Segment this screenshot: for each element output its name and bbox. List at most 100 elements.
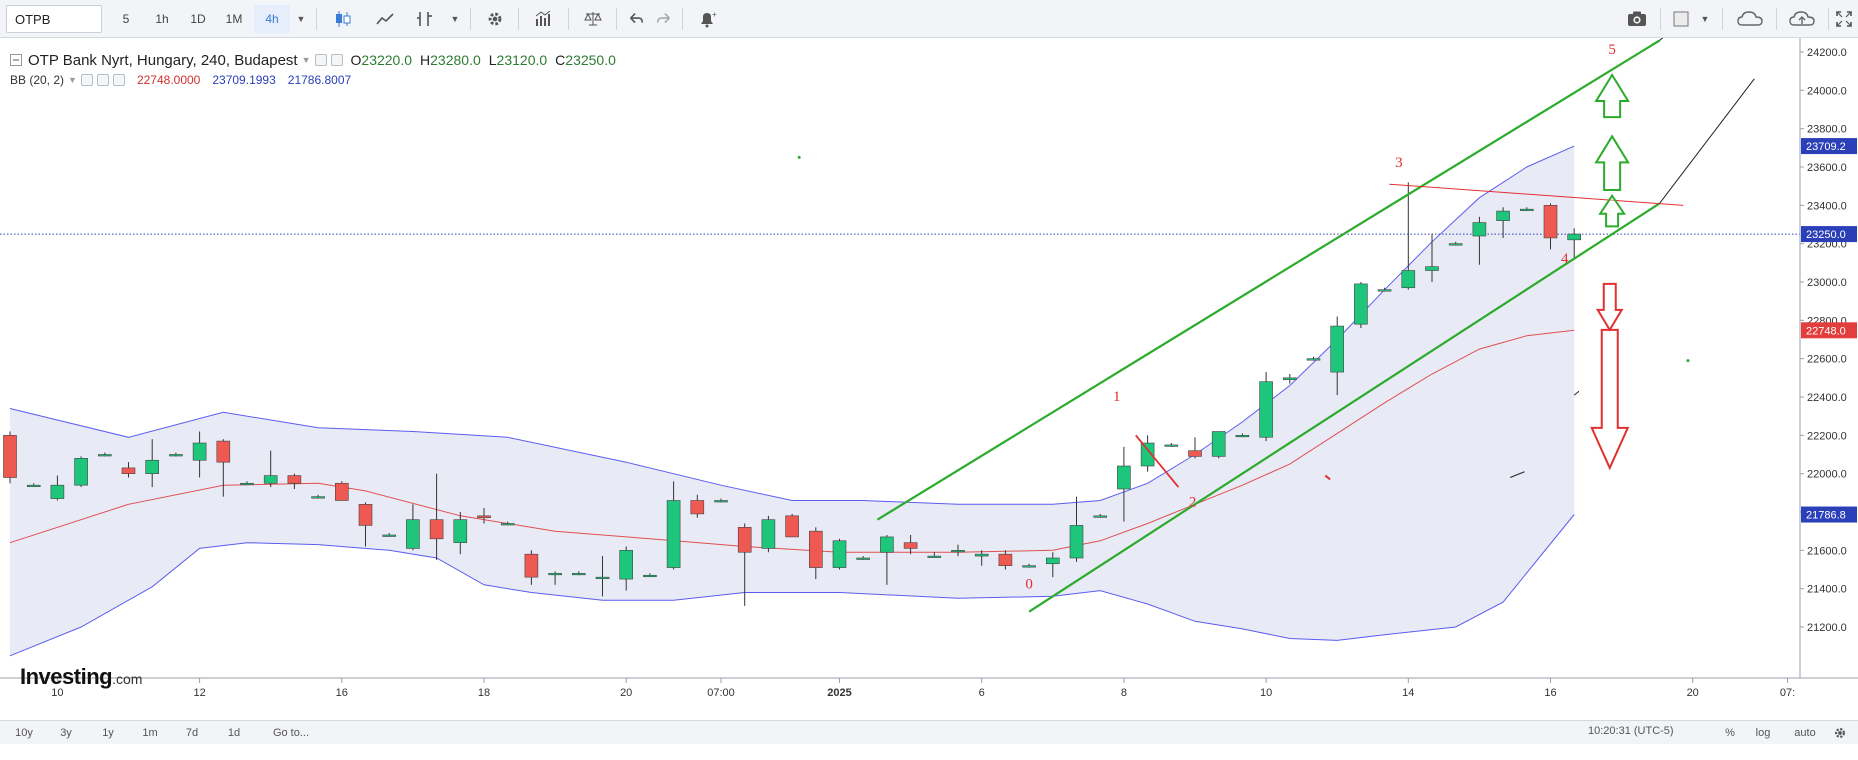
candles-style-icon[interactable] [326,5,360,33]
candle[interactable] [1235,433,1250,438]
candle[interactable] [808,527,823,580]
bollinger-chevron-icon[interactable]: ▼ [68,75,77,85]
candle[interactable] [500,521,515,526]
candle[interactable] [1377,287,1392,292]
candle[interactable] [1093,513,1107,518]
candle[interactable] [1283,374,1297,384]
interval-1d-button[interactable]: 1D [190,12,206,26]
candle[interactable] [1472,216,1487,265]
candle[interactable] [1543,203,1558,250]
candle[interactable] [1211,431,1226,459]
candle[interactable] [240,481,254,486]
candle[interactable] [880,535,894,585]
candle[interactable] [477,508,491,524]
candle[interactable] [74,456,88,488]
candle[interactable] [1046,552,1060,578]
legend-visibility-icon[interactable] [314,54,327,66]
bollinger-visibility-icon[interactable] [80,74,93,86]
candle[interactable] [1354,282,1368,328]
candle[interactable] [785,513,799,538]
interval-1m-button[interactable]: 1M [225,12,243,26]
candle[interactable] [1401,182,1416,290]
candle[interactable] [737,523,752,606]
alert-bell-icon[interactable]: + [690,5,724,33]
candle[interactable] [690,494,705,518]
candle[interactable] [169,452,183,457]
candle[interactable] [1022,563,1036,568]
candle[interactable] [1448,241,1463,246]
candle[interactable] [1164,443,1179,447]
candle[interactable] [524,550,539,585]
candle[interactable] [927,552,942,558]
candle[interactable] [548,571,562,585]
range-10y-button[interactable]: 10y [15,727,33,739]
layout-chevron-icon[interactable]: ▼ [1700,14,1710,24]
candle[interactable] [98,452,112,457]
candle[interactable] [145,439,159,488]
candle[interactable] [903,535,918,555]
chart-type-chevron-icon[interactable]: ▼ [450,14,460,24]
candle[interactable] [287,473,302,489]
candle[interactable] [382,533,397,537]
layout-square-icon[interactable] [1666,5,1696,33]
candle[interactable] [951,544,965,557]
candle[interactable] [856,556,871,560]
candle[interactable] [1259,372,1273,442]
legend-settings-icon[interactable] [330,54,343,66]
candle[interactable] [619,546,634,591]
candle[interactable] [121,462,136,478]
candle[interactable] [974,550,989,566]
log-scale-toggle[interactable]: log [1755,727,1771,739]
percent-scale-toggle[interactable]: % [1725,727,1735,739]
candle[interactable] [761,515,776,553]
candle[interactable] [311,494,325,499]
candle[interactable] [832,538,847,570]
candle[interactable] [216,439,231,497]
candle[interactable] [1567,228,1581,259]
candle[interactable] [453,512,468,555]
symbol-search-input[interactable]: OTPB [6,5,102,33]
range-1d-button[interactable]: 1d [227,727,241,739]
interval-5-button[interactable]: 5 [122,12,130,26]
bollinger-remove-icon[interactable] [112,74,125,86]
candle[interactable] [1188,437,1202,459]
candle[interactable] [666,481,681,570]
candle[interactable] [571,571,586,576]
range-7d-button[interactable]: 7d [185,727,199,739]
camera-snapshot-icon[interactable] [1620,5,1654,33]
goto-date-button[interactable]: Go to... [272,727,310,739]
candle[interactable] [429,473,444,560]
range-1m-button[interactable]: 1m [142,727,158,739]
candle[interactable] [334,481,349,501]
candle[interactable] [358,502,373,547]
interval-dropdown-chevron-icon[interactable]: ▼ [296,14,306,24]
candle[interactable] [3,431,17,484]
interval-4h-button[interactable]: 4h [254,5,290,33]
candle[interactable] [1520,207,1534,212]
compare-icon[interactable] [408,5,442,33]
candle[interactable] [1117,446,1131,522]
line-chart-icon[interactable] [368,5,402,33]
candle[interactable] [1496,207,1510,238]
candle[interactable] [1140,435,1155,472]
cloud-load-icon[interactable] [1730,5,1770,33]
range-1y-button[interactable]: 1y [102,727,114,739]
candle[interactable] [595,556,610,597]
candle[interactable] [1330,316,1344,396]
auto-scale-toggle[interactable]: auto [1794,727,1816,739]
balance-scale-icon[interactable] [576,5,610,33]
indicators-icon[interactable] [526,5,560,33]
candle[interactable] [263,450,278,488]
candle[interactable] [714,498,728,503]
gear-icon[interactable] [478,5,512,33]
legend-chevron-icon[interactable]: ▼ [301,55,311,65]
candle[interactable] [1069,496,1084,562]
cloud-upload-icon[interactable] [1782,5,1822,33]
undo-icon[interactable] [622,5,650,33]
candle[interactable] [1306,356,1321,361]
candle[interactable] [26,483,41,488]
redo-icon[interactable] [650,5,678,33]
candle[interactable] [998,550,1013,570]
candle[interactable] [50,475,65,501]
